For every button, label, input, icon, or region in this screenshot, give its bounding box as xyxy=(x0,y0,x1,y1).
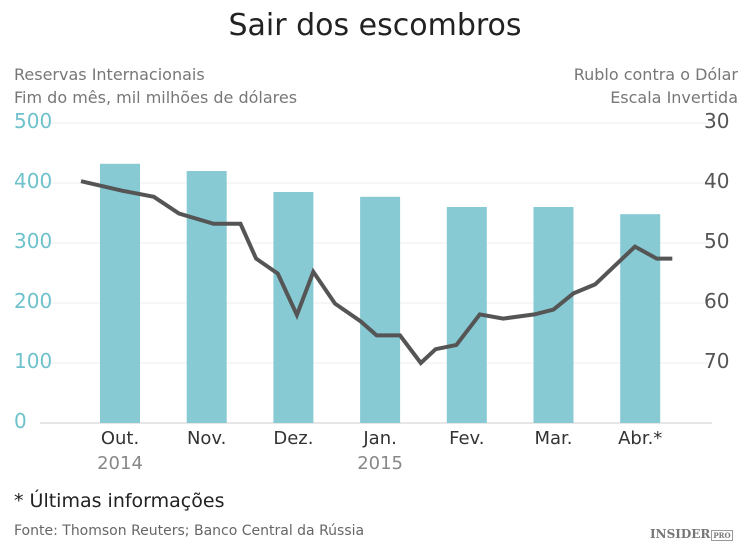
ruble-line xyxy=(80,179,673,366)
left-tick-label: 300 xyxy=(14,229,53,253)
bar xyxy=(186,171,227,423)
left-tick-label: 0 xyxy=(14,409,27,433)
x-tick-label: Abr.* xyxy=(618,428,663,449)
x-tick-label: Out. xyxy=(100,428,140,449)
footnote: * Últimas informações xyxy=(14,490,225,512)
left-tick-label: 400 xyxy=(14,169,53,193)
left-tick-label: 500 xyxy=(14,109,53,133)
bar xyxy=(620,214,661,423)
x-tick-label: Nov. xyxy=(186,428,227,449)
left-axis-label: Reservas Internacionais xyxy=(14,65,205,84)
right-axis-unit: Escala Invertida xyxy=(610,88,738,107)
bar xyxy=(360,196,401,423)
chart-title: Sair dos escombros xyxy=(228,8,522,43)
source: Fonte: Thomson Reuters; Banco Central da… xyxy=(14,523,365,539)
left-axis-unit: Fim do mês, mil milhões de dólares xyxy=(14,88,298,107)
x-tick-label: Mar. xyxy=(534,428,573,449)
right-tick-label: 70 xyxy=(704,349,730,373)
year-label: 2015 xyxy=(357,453,403,474)
logo: INSIDER PRO xyxy=(650,527,733,541)
x-tick-label: Fev. xyxy=(449,428,485,449)
right-tick-label: 50 xyxy=(704,229,730,253)
left-tick-label: 200 xyxy=(14,289,53,313)
year-label: 2014 xyxy=(97,453,143,474)
right-tick-label: 30 xyxy=(704,109,730,133)
left-tick-label: 100 xyxy=(14,349,53,373)
right-axis-label: Rublo contra o Dólar xyxy=(573,65,738,84)
right-tick-label: 40 xyxy=(704,169,730,193)
bar xyxy=(100,163,140,424)
right-tick-label: 60 xyxy=(704,289,730,313)
x-tick-label: Jan. xyxy=(363,428,397,449)
x-tick-label: Dez. xyxy=(273,428,314,449)
